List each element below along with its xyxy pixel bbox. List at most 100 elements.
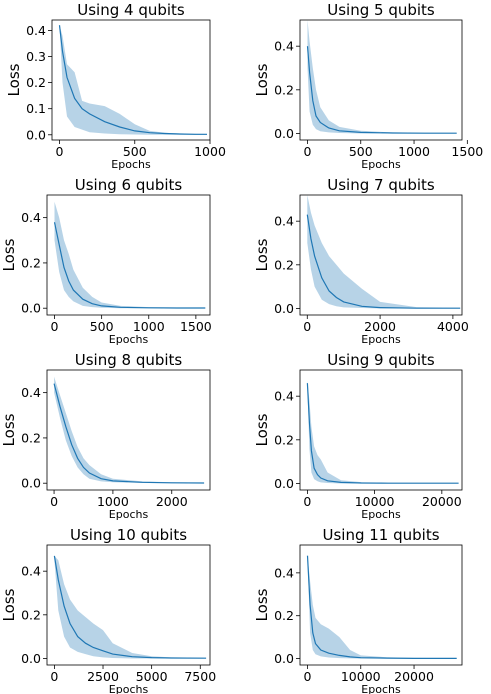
confidence-band xyxy=(54,201,206,309)
subplot-title: Using 5 qubits xyxy=(327,1,435,19)
x-axis-label: Epochs xyxy=(109,683,149,694)
y-axis-label: Loss xyxy=(253,238,271,271)
confidence-band xyxy=(59,25,207,135)
y-tick-label: 0.3 xyxy=(26,49,46,64)
x-tick-label: 0 xyxy=(50,669,58,684)
confidence-band xyxy=(307,555,457,659)
x-tick-label: 500 xyxy=(90,319,114,334)
subplot-4: 0 2000 4000 0.0 0.2 0.4 Using 7 qubits Epochs Lo… xyxy=(253,176,469,346)
y-tick-label: 0.4 xyxy=(21,385,41,400)
subplot-8: 0 10000 20000 0.0 0.2 0.4 Using 11 qubits Epoch… xyxy=(253,526,463,694)
subplot-5: 0 1000 2000 0.0 0.2 0.4 Using 8 qubits Epochs Lo… xyxy=(0,351,211,521)
y-tick-label: 0.0 xyxy=(21,476,41,491)
x-tick-label: 500 xyxy=(123,144,147,159)
y-axis-label: Loss xyxy=(5,63,23,96)
y-axis-label: Loss xyxy=(253,588,271,621)
x-tick-label: 10000 xyxy=(355,494,395,509)
y-tick-label: 0.2 xyxy=(21,430,41,445)
axes-frame xyxy=(299,369,463,491)
y-tick-label: 0.4 xyxy=(21,564,41,579)
confidence-band xyxy=(307,380,459,484)
axes-frame xyxy=(51,19,211,141)
subplot-title: Using 4 qubits xyxy=(77,1,185,19)
confidence-band xyxy=(307,195,461,309)
y-axis-label: Loss xyxy=(0,413,18,446)
confidence-band xyxy=(307,20,457,134)
x-tick-label: 0 xyxy=(303,144,311,159)
subplot-7: 0 2500 5000 7500 0.0 0.2 0.4 Using 10 qubits Epo… xyxy=(0,526,216,694)
y-axis-label: Loss xyxy=(0,588,18,621)
confidence-band xyxy=(54,555,207,659)
x-tick-label: 0 xyxy=(303,669,311,684)
x-axis-label: Epochs xyxy=(109,333,149,346)
x-tick-label: 1000 xyxy=(398,144,430,159)
y-tick-label: 0.1 xyxy=(26,101,46,116)
subplot-title: Using 10 qubits xyxy=(70,526,187,544)
x-axis-label: Epochs xyxy=(361,508,401,521)
y-tick-label: 0.2 xyxy=(274,257,294,272)
x-tick-label: 0 xyxy=(51,319,59,334)
subplot-title: Using 8 qubits xyxy=(75,351,183,369)
loss-line xyxy=(306,383,459,484)
y-tick-label: 0.0 xyxy=(26,127,46,142)
x-tick-label: 0 xyxy=(50,494,58,509)
confidence-band xyxy=(54,376,205,484)
x-tick-label: 4000 xyxy=(437,319,469,334)
x-axis-label: Epochs xyxy=(109,508,149,521)
x-tick-label: 1500 xyxy=(180,319,212,334)
x-axis-label: Epochs xyxy=(111,158,151,171)
x-tick-label: 1000 xyxy=(194,144,226,159)
x-tick-label: 2000 xyxy=(364,319,396,334)
loss-line xyxy=(53,555,207,659)
x-tick-label: 2000 xyxy=(156,494,188,509)
loss-line xyxy=(306,214,461,309)
x-tick-label: 0 xyxy=(56,144,64,159)
x-tick-label: 5000 xyxy=(136,669,168,684)
x-tick-label: 2500 xyxy=(87,669,119,684)
x-tick-label: 0 xyxy=(303,494,311,509)
y-tick-label: 0.2 xyxy=(21,255,41,270)
x-tick-label: 1000 xyxy=(97,494,129,509)
subplot-3: 0 500 1000 1500 0.0 0.2 0.4 Using 6 qubits Epoch… xyxy=(0,176,212,346)
axes-frame xyxy=(299,194,463,316)
x-tick-label: 10000 xyxy=(341,669,381,684)
loss-line xyxy=(53,383,205,484)
x-axis-label: Epochs xyxy=(361,683,401,694)
y-tick-label: 0.0 xyxy=(274,301,294,316)
y-tick-label: 0.4 xyxy=(274,214,294,229)
y-tick-label: 0.2 xyxy=(274,432,294,447)
y-tick-label: 0.2 xyxy=(274,82,294,97)
y-tick-label: 0.4 xyxy=(21,210,41,225)
y-tick-label: 0.0 xyxy=(274,126,294,141)
axes-frame xyxy=(46,544,211,666)
subplot-title: Using 6 qubits xyxy=(75,176,183,194)
y-tick-label: 0.0 xyxy=(274,651,294,666)
y-axis-label: Loss xyxy=(253,413,271,446)
y-tick-label: 0.2 xyxy=(26,75,46,90)
x-tick-label: 20000 xyxy=(394,669,434,684)
x-tick-label: 7500 xyxy=(184,669,216,684)
loss-line xyxy=(53,222,206,309)
x-axis-label: Epochs xyxy=(361,333,401,346)
y-tick-label: 0.4 xyxy=(274,389,294,404)
y-tick-label: 0.4 xyxy=(274,39,294,54)
x-tick-label: 20000 xyxy=(422,494,462,509)
axes-frame xyxy=(46,194,211,316)
y-axis-label: Loss xyxy=(0,238,18,271)
axes-frame xyxy=(46,369,211,491)
x-tick-label: 500 xyxy=(349,144,373,159)
x-axis-label: Epochs xyxy=(361,158,401,171)
x-tick-label: 0 xyxy=(303,319,311,334)
subplot-title: Using 7 qubits xyxy=(327,176,435,194)
x-tick-label: 1000 xyxy=(133,319,165,334)
x-tick-label: 1500 xyxy=(451,144,483,159)
loss-line xyxy=(306,555,457,660)
y-tick-label: 0.2 xyxy=(21,607,41,622)
axes-frame xyxy=(299,19,463,141)
subplot-1: 0 500 1000 0.0 0.1 0.2 0.3 0.4 Using 4 qubits Epo… xyxy=(5,1,226,171)
y-tick-label: 0.4 xyxy=(26,23,46,38)
subplot-6: 0 10000 20000 0.0 0.2 0.4 Using 9 qubits Epochs… xyxy=(253,351,463,521)
y-tick-label: 0.0 xyxy=(21,301,41,316)
y-tick-label: 0.4 xyxy=(274,565,294,580)
